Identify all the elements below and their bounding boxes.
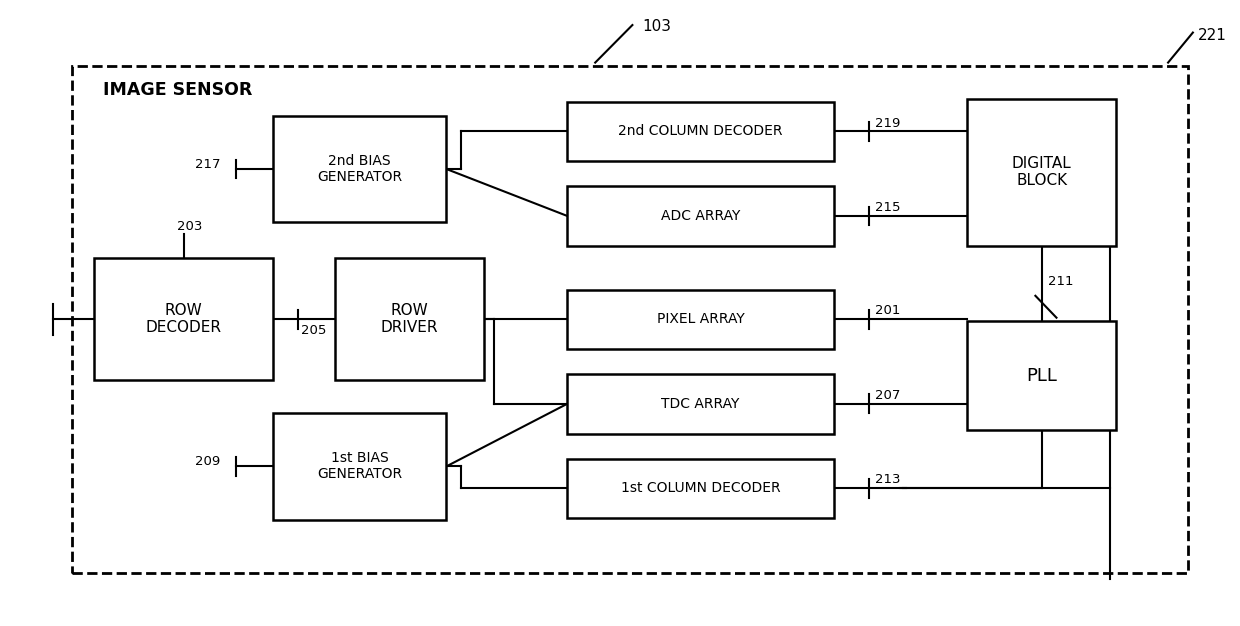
- Text: 205: 205: [300, 324, 326, 337]
- Text: 1st COLUMN DECODER: 1st COLUMN DECODER: [621, 481, 780, 495]
- Text: IMAGE SENSOR: IMAGE SENSOR: [103, 81, 252, 100]
- Text: 203: 203: [177, 220, 202, 233]
- Text: ROW
DRIVER: ROW DRIVER: [381, 303, 438, 336]
- Bar: [567, 187, 833, 245]
- Bar: [94, 259, 273, 381]
- Text: ROW
DECODER: ROW DECODER: [145, 303, 222, 336]
- Bar: [567, 289, 833, 349]
- Bar: [567, 374, 833, 433]
- Bar: [273, 413, 446, 520]
- Text: 209: 209: [196, 455, 221, 468]
- Bar: [967, 321, 1116, 431]
- Text: 217: 217: [195, 158, 221, 170]
- Text: 211: 211: [1048, 275, 1074, 288]
- Text: 2nd BIAS
GENERATOR: 2nd BIAS GENERATOR: [317, 154, 402, 184]
- Bar: [567, 102, 833, 162]
- Text: 215: 215: [875, 201, 900, 214]
- Text: 213: 213: [875, 473, 900, 486]
- Bar: [335, 259, 484, 381]
- Text: PLL: PLL: [1027, 367, 1056, 384]
- Text: 219: 219: [875, 116, 900, 130]
- Text: 207: 207: [875, 389, 900, 402]
- Text: TDC ARRAY: TDC ARRAY: [661, 397, 740, 411]
- Text: 103: 103: [642, 19, 672, 34]
- Text: DIGITAL
BLOCK: DIGITAL BLOCK: [1012, 156, 1071, 188]
- Bar: [967, 99, 1116, 246]
- Bar: [567, 458, 833, 518]
- Text: 1st BIAS
GENERATOR: 1st BIAS GENERATOR: [317, 451, 402, 481]
- Text: PIXEL ARRAY: PIXEL ARRAY: [657, 312, 744, 326]
- Bar: [273, 116, 446, 222]
- Bar: [72, 66, 1188, 573]
- Text: 201: 201: [875, 304, 900, 317]
- Text: 2nd COLUMN DECODER: 2nd COLUMN DECODER: [619, 125, 782, 138]
- Text: ADC ARRAY: ADC ARRAY: [661, 209, 740, 223]
- Text: 221: 221: [1198, 28, 1226, 43]
